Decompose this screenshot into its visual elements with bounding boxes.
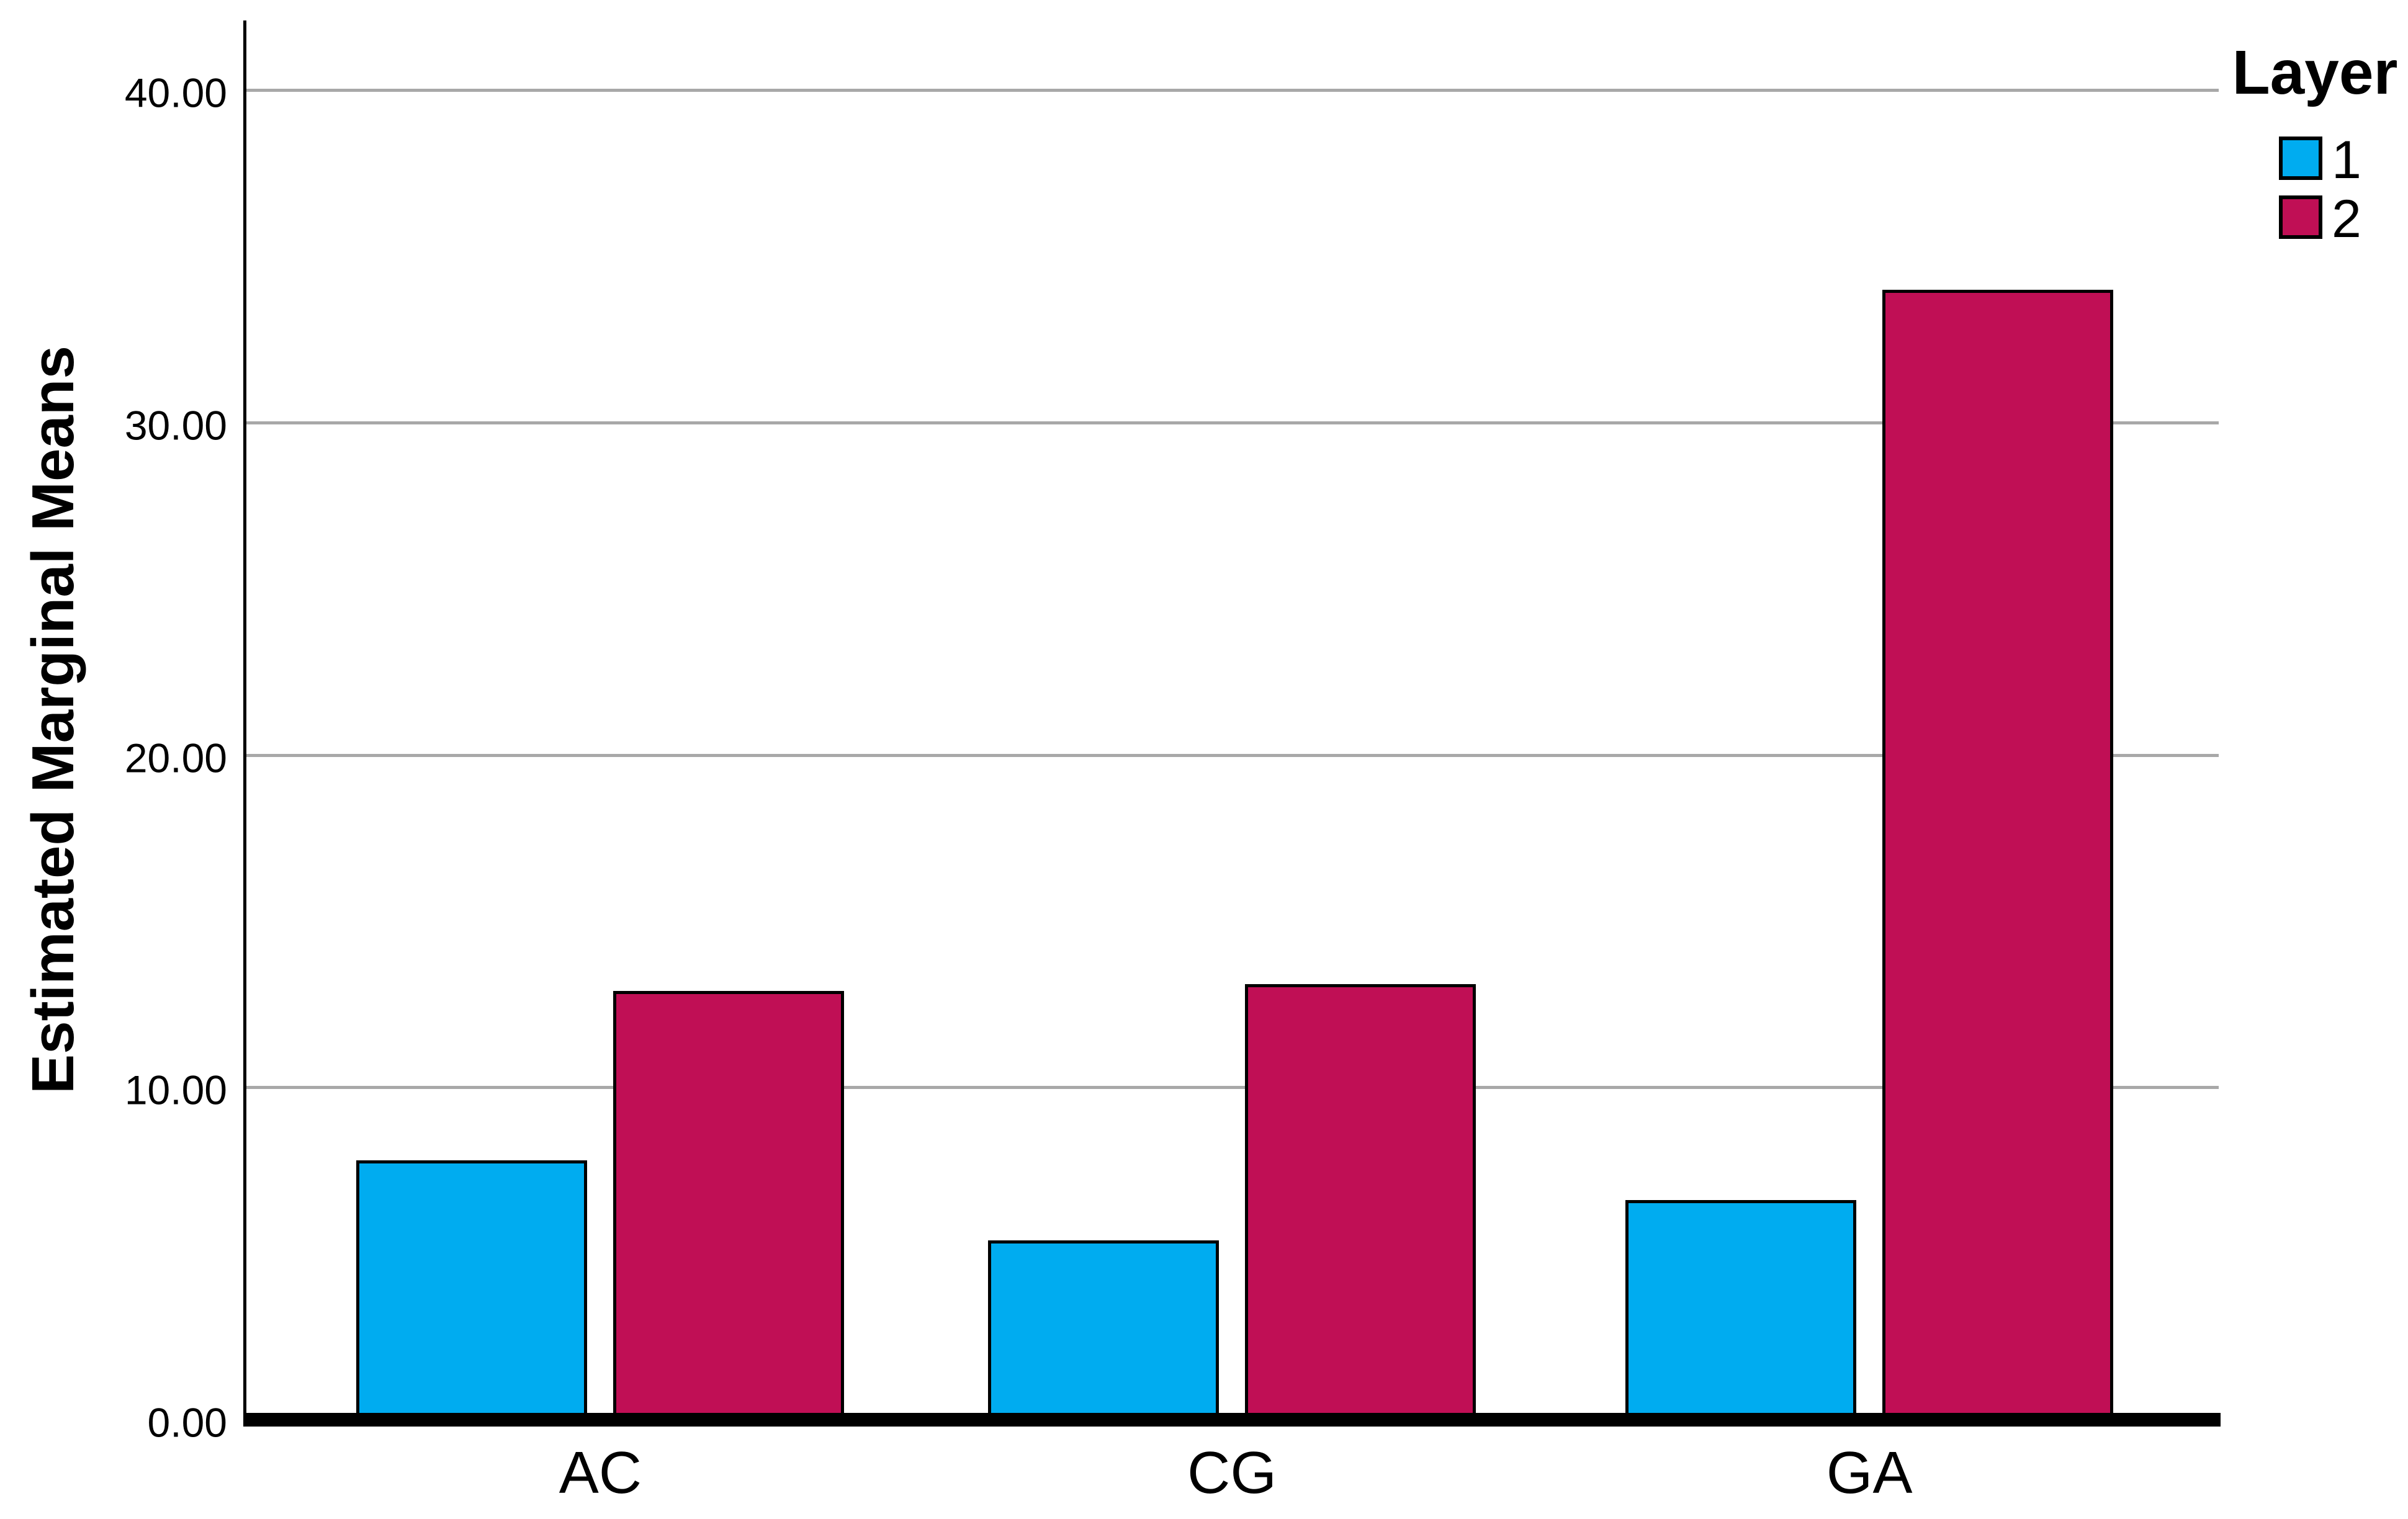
bar-CG-layer1 — [988, 1240, 1219, 1420]
bar-CG-layer2 — [1245, 984, 1476, 1420]
legend-item-1: 1 — [2222, 133, 2408, 187]
gridline-30 — [245, 421, 2219, 425]
x-category-label-AC: AC — [559, 1440, 642, 1506]
y-tick-label-0: 0.00 — [147, 1399, 227, 1446]
plot-area — [245, 20, 2219, 1420]
gridline-10 — [245, 1086, 2219, 1090]
legend-title: Layer — [2232, 38, 2398, 107]
x-category-label-CG: CG — [1187, 1440, 1277, 1506]
y-axis-line — [243, 20, 246, 1420]
gridline-40 — [245, 89, 2219, 92]
x-axis-line — [243, 1413, 2221, 1427]
bar-AC-layer2 — [613, 991, 845, 1420]
legend-swatch-2 — [2279, 195, 2322, 239]
gridline-20 — [245, 753, 2219, 757]
legend-label-1: 1 — [2332, 130, 2361, 190]
bar-GA-layer2 — [1882, 289, 2114, 1420]
y-tick-label-20: 20.00 — [124, 735, 227, 781]
legend-swatch-1 — [2279, 137, 2322, 180]
x-category-label-GA: GA — [1826, 1440, 1913, 1506]
y-tick-label-10: 10.00 — [124, 1067, 227, 1113]
y-axis-title: Estimated Marginal Means — [20, 346, 86, 1094]
bar-GA-layer1 — [1625, 1200, 1857, 1420]
bar-AC-layer1 — [356, 1160, 588, 1420]
y-tick-label-30: 30.00 — [124, 402, 227, 449]
y-tick-label-40: 40.00 — [124, 70, 227, 117]
legend-item-2: 2 — [2222, 192, 2408, 246]
legend-label-2: 2 — [2332, 189, 2361, 249]
